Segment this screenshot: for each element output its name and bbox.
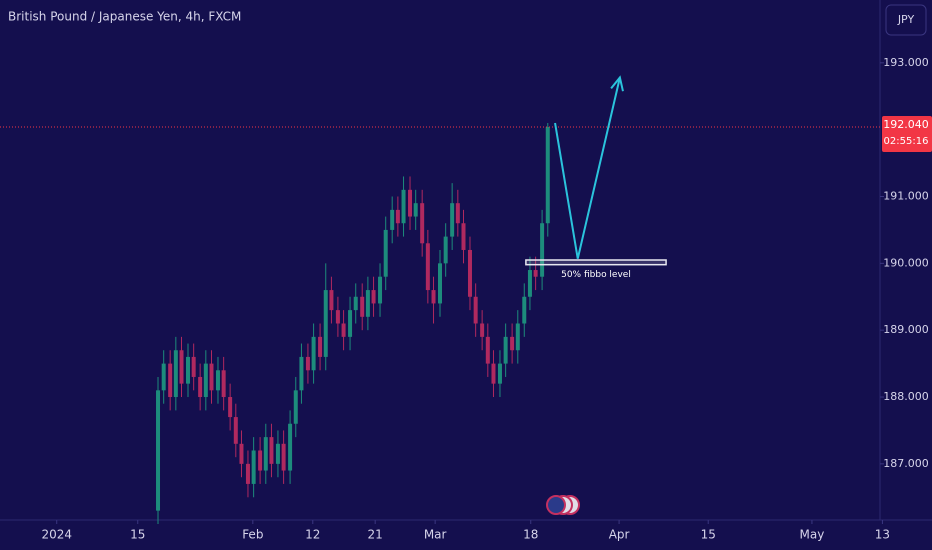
candle-body (533, 270, 538, 277)
x-tick-label: 21 (368, 528, 383, 542)
candle-body (522, 296, 527, 324)
candle-body (239, 443, 244, 464)
y-tick-label: 188.000 (883, 390, 929, 403)
candle-body (341, 323, 346, 337)
candle-body (467, 249, 472, 297)
candle-body (198, 376, 203, 398)
candle-body (371, 290, 376, 304)
candle-body (305, 356, 310, 371)
candle-body (161, 363, 166, 391)
candle-body (275, 443, 280, 464)
candle-body (311, 336, 316, 371)
candle-body (383, 229, 388, 277)
candle-body (497, 363, 502, 384)
x-tick-label: 13 (875, 528, 890, 542)
candle-body (179, 350, 184, 384)
candle-body (191, 356, 196, 377)
candle-body (485, 336, 490, 364)
candle-body (353, 296, 358, 311)
candle-body (293, 390, 298, 424)
candle-body (413, 203, 418, 217)
candle-body (443, 236, 448, 264)
candle-body (318, 336, 323, 357)
candle-body (365, 290, 370, 317)
x-tick-label: 12 (305, 528, 320, 542)
candle-body (461, 223, 466, 250)
candle-body (185, 356, 190, 384)
candle-body (323, 290, 328, 357)
y-tick-label: 189.000 (883, 323, 929, 336)
candle-body (251, 450, 256, 484)
arrow-head (610, 75, 624, 92)
x-tick-label: 15 (130, 528, 145, 542)
candle-body (209, 363, 214, 391)
candle-body (431, 290, 436, 304)
candle-body (263, 437, 268, 471)
x-tick-label: May (800, 528, 825, 542)
candle-body (503, 336, 508, 364)
y-tick-label: 191.000 (883, 190, 929, 203)
countdown-label: 02:55:16 (884, 136, 929, 147)
candle-body (281, 443, 286, 471)
candle-body (335, 310, 340, 324)
candle-body (395, 209, 400, 224)
candle-body (515, 323, 520, 351)
candle-body (288, 423, 293, 471)
y-tick-label: 190.000 (883, 256, 929, 269)
candle-body (455, 203, 460, 224)
candle-body (510, 336, 515, 351)
currency-button[interactable] (885, 4, 927, 36)
currency-label[interactable]: JPY (897, 13, 915, 26)
candle-body (203, 363, 208, 398)
x-tick-label: Mar (424, 528, 447, 542)
last-price-label: 192.040 (883, 118, 929, 131)
candle-body (390, 209, 395, 230)
candle-body (299, 356, 304, 391)
candle-body (228, 397, 233, 418)
flag-icon (546, 495, 566, 515)
candle-body (438, 263, 442, 304)
fibo-zone (525, 259, 667, 266)
candle-body (168, 363, 173, 398)
last-price-box (882, 115, 932, 152)
candle-body (540, 223, 545, 277)
plot-area (156, 122, 550, 525)
y-tick-label: 193.000 (883, 56, 929, 69)
candle-body (378, 276, 383, 304)
candle-body (401, 189, 406, 224)
x-tick-label: 2024 (41, 528, 72, 542)
x-tick-label: 18 (523, 528, 538, 542)
candle-body (329, 290, 334, 311)
x-tick-label: Feb (242, 528, 263, 542)
candle-body (420, 203, 425, 244)
candle-body (156, 390, 161, 511)
y-tick-label: 187.000 (883, 457, 929, 470)
candle-body (491, 363, 496, 384)
candle-body (245, 463, 250, 484)
candle-body (408, 189, 413, 217)
candle-body (527, 270, 532, 297)
candle-body (173, 350, 178, 398)
chart-title: British Pound / Japanese Yen, 4h, FXCM (8, 10, 241, 24)
candle-body (473, 296, 478, 324)
candle-body (545, 126, 550, 224)
candle-body (215, 370, 220, 391)
flag-icons (546, 495, 580, 515)
candle-body (269, 437, 274, 464)
x-tick-label: 15 (701, 528, 716, 542)
forecast-arrow (554, 77, 621, 259)
x-tick-label: Apr (609, 528, 630, 542)
candle-body (480, 323, 485, 337)
candle-body (233, 417, 238, 444)
candle-body (258, 450, 263, 471)
candle-body (425, 243, 430, 291)
candle-body (221, 370, 226, 398)
candle-body (348, 310, 353, 337)
candle-body (360, 296, 365, 317)
candle-body (450, 203, 455, 237)
fibo-label: 50% fibbo level (561, 270, 631, 280)
